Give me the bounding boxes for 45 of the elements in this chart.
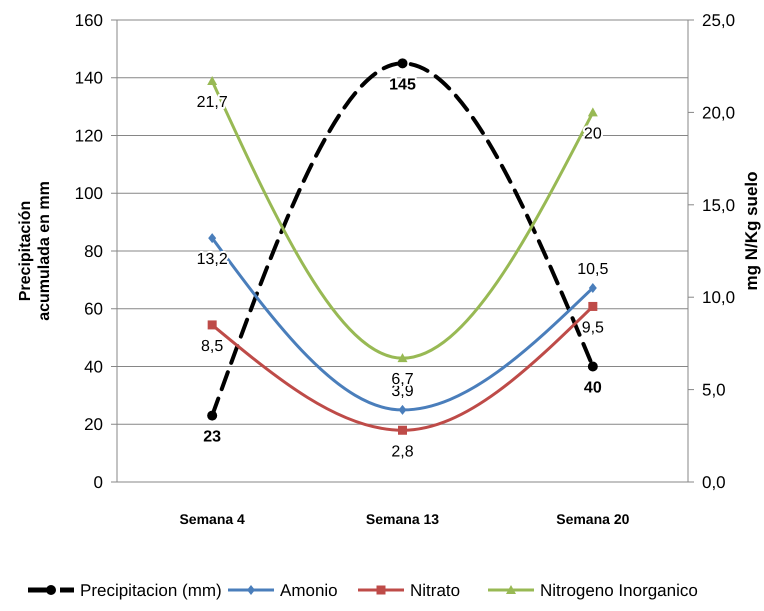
y-tick-label: 120 <box>74 126 103 146</box>
data-label: 13,2 <box>196 251 228 268</box>
legend-label: Nitrato <box>410 580 460 600</box>
point <box>398 404 406 415</box>
point <box>588 362 598 372</box>
legend-label: Amonio <box>280 580 338 600</box>
legend-label: Nitrogeno Inorganico <box>540 580 698 600</box>
y2-tick-label: 10,0 <box>702 288 736 308</box>
data-label: 2,8 <box>391 443 414 460</box>
point <box>398 353 408 362</box>
x-tick-label: Semana 20 <box>556 511 630 527</box>
point <box>588 107 598 116</box>
point <box>207 410 218 421</box>
point <box>398 426 407 435</box>
point <box>398 58 408 68</box>
y-axis-title: Precipitación acumulada en mm <box>17 181 53 321</box>
x-tick-label: Semana 13 <box>366 511 440 527</box>
data-label: 20 <box>584 125 602 142</box>
y2-tick-label: 15,0 <box>702 196 736 215</box>
y-tick-label: 40 <box>84 357 103 376</box>
y2-tick-label: 5,0 <box>702 380 726 400</box>
data-label: 8,5 <box>201 338 224 355</box>
y-tick-label: 140 <box>74 68 103 88</box>
y-tick-label: 80 <box>84 242 103 261</box>
data-label: 40 <box>584 380 602 396</box>
y2-axis-title: mg N/Kg suelo <box>742 171 761 291</box>
y2-tick-label: 25,0 <box>702 10 736 30</box>
data-label: 23 <box>203 428 222 446</box>
y-tick-label: 60 <box>84 300 103 319</box>
y-tick-label: 160 <box>74 10 103 30</box>
x-tick-label: Semana 4 <box>179 511 246 527</box>
data-label: 10,5 <box>577 260 609 278</box>
legend-label: Precipitacion (mm) <box>80 580 222 600</box>
y2-tick-label: 20,0 <box>702 103 736 122</box>
point <box>207 76 218 85</box>
data-label: 9,5 <box>582 319 604 336</box>
y-tick-label: 0 <box>94 472 103 492</box>
point <box>588 282 597 293</box>
y-tick-label: 100 <box>74 184 103 204</box>
point <box>208 233 216 244</box>
point <box>208 320 217 330</box>
y-tick-label: 20 <box>84 415 103 434</box>
point <box>588 302 598 311</box>
data-label: 145 <box>389 76 416 94</box>
y2-tick-label: 0,0 <box>702 472 726 492</box>
